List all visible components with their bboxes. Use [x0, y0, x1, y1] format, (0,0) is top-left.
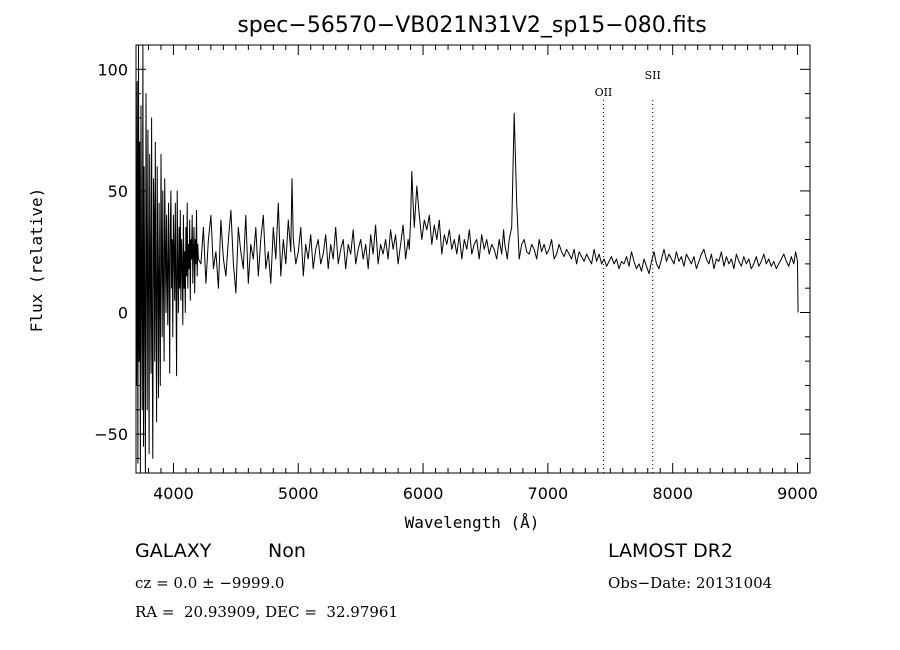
y-axis-label: Flux (relative): [27, 188, 46, 333]
marker-label: OII: [595, 86, 613, 99]
object-subclass: Non: [268, 540, 306, 562]
chart-title: spec−56570−VB021N31V2_sp15−080.fits: [237, 13, 706, 38]
x-tick-label: 6000: [403, 484, 444, 503]
spectrum-line: [135, 44, 799, 474]
survey-name: LAMOST DR2: [608, 540, 733, 562]
x-tick-label: 8000: [652, 484, 693, 503]
y-tick-label: 50: [108, 182, 128, 201]
y-tick-label: −50: [94, 425, 128, 444]
x-tick-label: 5000: [278, 484, 319, 503]
y-tick-label: 0: [118, 304, 128, 323]
marker-label: SII: [645, 69, 661, 82]
redshift-text: cz = 0.0 ± −9999.0: [135, 574, 285, 592]
obs-date: Obs−Date: 20131004: [608, 574, 773, 592]
x-tick-label: 7000: [528, 484, 569, 503]
x-tick-label: 9000: [777, 484, 818, 503]
coordinates-text: RA = 20.93909, DEC = 32.97961: [135, 603, 399, 621]
object-type: GALAXY: [135, 540, 212, 562]
y-tick-label: 100: [97, 60, 128, 79]
x-tick-label: 4000: [153, 484, 194, 503]
x-axis-label: Wavelength (Å): [405, 513, 540, 532]
